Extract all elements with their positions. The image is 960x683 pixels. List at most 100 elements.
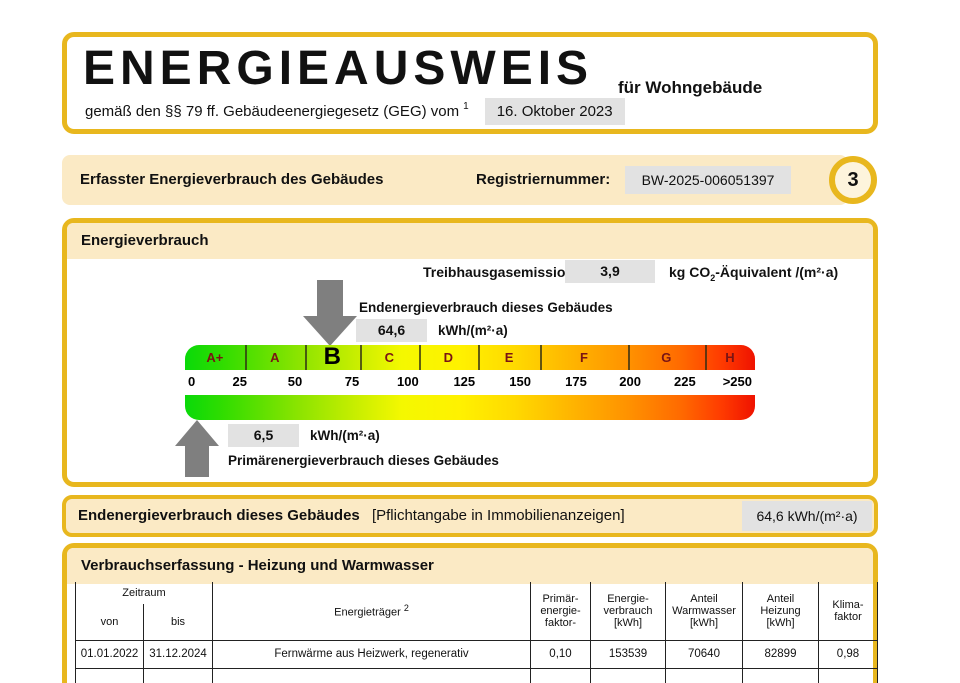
scale-class-label-H: H: [725, 350, 735, 365]
scale-divider: [627, 345, 630, 370]
registration-row: Erfasster Energieverbrauch des Gebäudes …: [62, 155, 848, 205]
title-box: ENERGIEAUSWEIS für Wohngebäude gemäß den…: [62, 32, 878, 134]
table-cell: [818, 667, 878, 683]
arrow-down-icon: [302, 316, 357, 346]
ghg-emissions-value: 3,9: [565, 260, 655, 283]
scale-divider: [418, 345, 421, 370]
table-cell: 01.01.2022: [75, 639, 144, 669]
scale-tick-50: 50: [287, 374, 303, 389]
table-cell: [665, 667, 743, 683]
document-subtitle: für Wohngebäude: [618, 78, 763, 97]
end-energy-summary-value: 64,6 kWh/(m²·a): [742, 501, 872, 531]
scale-tick-225: 225: [674, 374, 696, 389]
scale-tick-0: 0: [188, 374, 196, 389]
scale-divider: [359, 345, 362, 370]
header-primaerfaktor: Primär- energie- faktor-: [530, 582, 591, 641]
scale-tick-175: 175: [565, 374, 587, 389]
section-label: Erfasster Energieverbrauch des Gebäudes: [80, 171, 384, 188]
scale-tick-25: 25: [232, 374, 247, 389]
primary-energy-unit: kWh/(m²·a): [310, 428, 380, 443]
header-bis: bis: [143, 604, 213, 641]
end-energy-summary-text: Endenergieverbrauch dieses Gebäudes [Pfl…: [78, 499, 625, 533]
scale-tick->250: >250: [722, 374, 752, 389]
scale-tick-100: 100: [397, 374, 419, 389]
table-cell: 70640: [665, 639, 743, 669]
consumption-table-section: Verbrauchserfassung - Heizung und Warmwa…: [62, 543, 878, 683]
energy-scale: A+ A B C D E F G H 0 25 50 75 100 125 150 175 200 225 >250: [185, 345, 755, 420]
end-energy-unit: kWh/(m²·a): [438, 323, 508, 338]
document-title: ENERGIEAUSWEIS: [83, 42, 594, 95]
scale-class-label-B: B: [323, 343, 341, 370]
scale-class-label-G: G: [661, 350, 672, 365]
table-cell: [590, 667, 666, 683]
scale-number-band: 0 25 50 75 100 125 150 175 200 225 >250: [185, 370, 755, 395]
scale-divider: [477, 345, 480, 370]
table-subheader-row: von bis: [75, 604, 878, 641]
header-warmwasser: Anteil Warmwasser [kWh]: [665, 582, 743, 641]
consumption-table-body: 01.01.2022 31.12.2024 Fernwärme aus Heizwe…: [75, 639, 878, 683]
consumption-table: Zeitraum Energieträger 2 Primär- energie…: [75, 582, 878, 683]
table-cell: 31.12.2024: [143, 639, 213, 669]
section-title: Verbrauchserfassung - Heizung und Warmwa…: [81, 557, 434, 574]
header-zeitraum: Zeitraum: [75, 582, 213, 604]
table-cell: [212, 667, 531, 683]
table-cell: 153539: [590, 639, 666, 669]
mandatory-listing-note: [Pflichtangabe in Immobilienanzeigen]: [371, 507, 625, 524]
table-header-row: Zeitraum Energieträger 2 Primär- energie…: [75, 582, 878, 641]
primary-energy-arrow: [174, 420, 219, 477]
end-energy-arrow: [302, 280, 357, 346]
law-text: gemäß den §§ 79 ff. Gebäudeenergiegesetz…: [85, 103, 460, 120]
geg-date-value: 16. Oktober 2023: [484, 98, 625, 125]
scale-tick-125: 125: [453, 374, 476, 389]
table-row: [75, 667, 878, 683]
end-energy-summary-label: Endenergieverbrauch dieses Gebäudes: [78, 507, 360, 524]
scale-class-label-A+: A+: [206, 350, 224, 365]
registration-number-label: Registriernummer:: [476, 171, 611, 188]
scale-class-label-C: C: [384, 350, 395, 365]
section-header-band: Verbrauchserfassung - Heizung und Warmwa…: [67, 548, 873, 584]
ghg-emissions-unit: kg CO2-Äquivalent /(m²·a): [669, 264, 839, 283]
scale-tick-75: 75: [344, 374, 360, 389]
primary-energy-value: 6,5: [228, 424, 299, 447]
law-reference-row: gemäß den §§ 79 ff. Gebäudeenergiegesetz…: [85, 98, 625, 125]
header-klimafaktor: Klima- faktor: [818, 582, 878, 641]
scale-divider: [704, 345, 707, 370]
header-verbrauch: Energie- verbrauch [kWh]: [590, 582, 666, 641]
arrow-shaft: [316, 280, 343, 316]
footnote-2-marker: 2: [403, 602, 409, 613]
header-energietraeger: Energieträger 2: [212, 582, 531, 641]
table-cell: 0,10: [530, 639, 591, 669]
page-number-badge: 3: [829, 156, 877, 204]
primary-energy-label: Primärenergieverbrauch dieses Gebäudes: [228, 453, 499, 468]
scale-class-label-A: A: [270, 350, 280, 365]
header-heizung: Anteil Heizung [kWh]: [742, 582, 819, 641]
arrow-up-icon: [174, 420, 219, 446]
scale-class-label-E: E: [504, 350, 514, 365]
table-cell: [143, 667, 213, 683]
footnote-1-marker: 1: [463, 101, 469, 112]
table-cell: 0,98: [818, 639, 878, 669]
table-cell: 82899: [742, 639, 819, 669]
arrow-shaft: [184, 446, 209, 477]
scale-tick-150: 150: [509, 374, 532, 389]
scale-class-label-F: F: [580, 350, 588, 365]
header-von: von: [75, 604, 144, 641]
registration-number-value: BW-2025-006051397: [625, 166, 791, 194]
end-energy-label: Endenergieverbrauch dieses Gebäudes: [359, 300, 613, 315]
end-energy-value: 64,6: [356, 319, 427, 342]
scale-class-label-D: D: [443, 350, 454, 365]
section-header-band: Energieverbrauch: [67, 223, 873, 259]
scale-divider: [244, 345, 247, 370]
scale-tick-200: 200: [619, 374, 642, 389]
scale-divider: [304, 345, 307, 370]
ghg-emissions-label: Treibhausgasemissionen: [423, 264, 591, 280]
table-cell: [530, 667, 591, 683]
table-row: 01.01.2022 31.12.2024 Fernwärme aus Heizwe…: [75, 639, 878, 669]
end-energy-summary-row: Endenergieverbrauch dieses Gebäudes [Pfl…: [62, 495, 878, 537]
energy-consumption-section: Energieverbrauch Treibhausgasemissionen …: [62, 218, 878, 487]
table-cell: [742, 667, 819, 683]
table-cell: [75, 667, 144, 683]
scale-gradient-band: [185, 395, 755, 420]
scale-divider: [540, 345, 543, 370]
